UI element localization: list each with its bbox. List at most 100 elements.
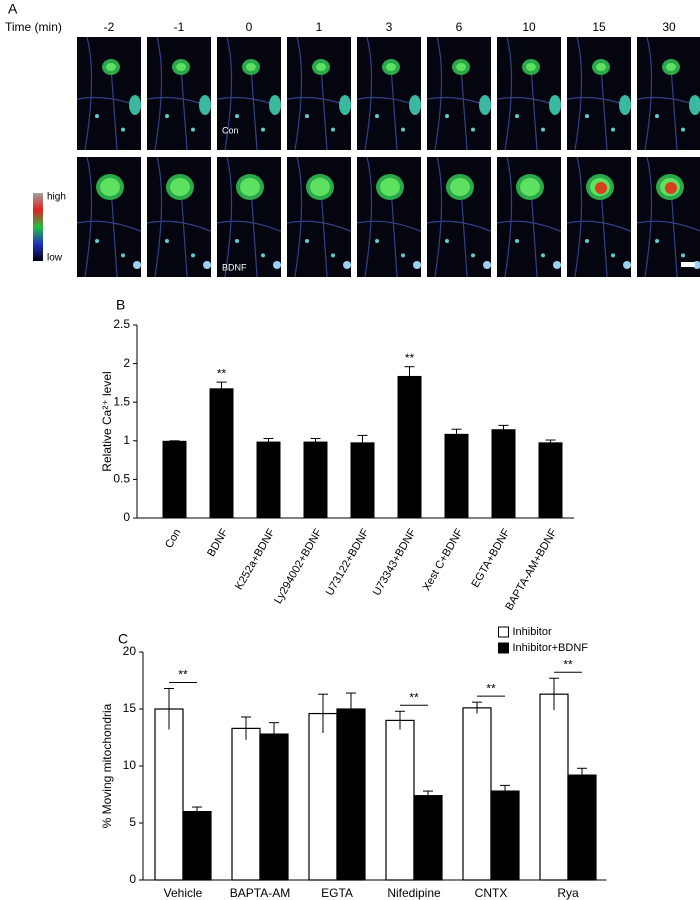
y-tick-label: 1.5: [113, 394, 130, 408]
soma-core: [100, 178, 120, 196]
bar: [154, 708, 184, 881]
spot: [623, 261, 631, 269]
soma-core: [666, 63, 676, 71]
bar: [539, 693, 569, 881]
soma-core: [386, 63, 396, 71]
soma-core: [316, 63, 326, 71]
x-tick-label: U73343+BDNF: [371, 527, 419, 598]
panel-label: A: [8, 1, 18, 17]
x-tick-label: CNTX: [475, 886, 508, 900]
spot: [375, 114, 379, 119]
soma-hot: [665, 182, 677, 194]
soma-core: [170, 178, 190, 196]
soma: [479, 95, 491, 115]
significance: **: [178, 668, 188, 682]
bar: [256, 441, 281, 518]
x-tick-label: Ly294002+BDNF: [272, 527, 325, 606]
bar: [413, 795, 443, 881]
x-tick-label: BDNF: [205, 527, 231, 559]
image-tile: [287, 37, 351, 150]
bar: [491, 429, 516, 518]
soma-core: [106, 63, 116, 71]
significance: **: [405, 351, 415, 365]
spot: [611, 253, 615, 258]
scale-bar: [681, 262, 695, 267]
legend-swatch: [498, 626, 509, 638]
time-point: -2: [104, 20, 115, 34]
time-point: -1: [174, 20, 185, 34]
spot: [235, 239, 239, 243]
spot: [331, 127, 335, 132]
time-point: 10: [522, 20, 536, 34]
spot: [165, 239, 169, 243]
scale-low: low: [47, 253, 63, 264]
spot: [445, 114, 449, 119]
legend-label: Inhibitor: [513, 626, 552, 638]
soma: [269, 95, 281, 115]
image-tile: [357, 37, 421, 150]
soma-core: [176, 63, 186, 71]
color-scale: [33, 193, 43, 261]
bar: [462, 707, 492, 881]
y-tick-label: 2.5: [113, 317, 130, 331]
soma: [409, 95, 421, 115]
spot: [483, 261, 491, 269]
soma-core: [520, 178, 540, 196]
bar: [182, 810, 212, 881]
x-tick-label: K252a+BDNF: [233, 527, 278, 592]
bar: [308, 712, 338, 881]
spot: [203, 261, 211, 269]
spot: [305, 114, 309, 119]
soma-hot: [595, 182, 607, 194]
image-tile: [637, 37, 700, 150]
spot: [553, 261, 561, 269]
spot: [235, 114, 239, 119]
soma: [549, 95, 561, 115]
spot: [681, 127, 685, 132]
time-point: 15: [592, 20, 606, 34]
neurite: [216, 156, 282, 278]
spot: [165, 114, 169, 119]
image-tile: [497, 37, 561, 150]
y-tick-label: 0: [129, 872, 136, 886]
y-tick-label: 0.5: [113, 472, 130, 486]
soma-core: [246, 63, 256, 71]
spot: [401, 127, 405, 132]
significance: **: [217, 366, 227, 380]
image-tile: [77, 37, 141, 150]
neurite: [566, 156, 632, 278]
neurite: [496, 156, 562, 278]
spot: [191, 127, 195, 132]
bar: [350, 442, 375, 518]
soma-core: [380, 178, 400, 196]
bar: [490, 790, 520, 881]
soma-core: [596, 63, 606, 71]
y-tick-label: 15: [123, 701, 137, 715]
x-tick-label: U73122+BDNF: [324, 527, 372, 598]
time-point: 6: [456, 20, 463, 34]
y-tick-label: 1: [123, 433, 130, 447]
spot: [585, 239, 589, 243]
y-tick-label: 10: [123, 758, 137, 772]
x-tick-label: Nifedipine: [387, 886, 441, 900]
significance: **: [563, 657, 573, 671]
spot: [343, 261, 351, 269]
panel-label: B: [116, 297, 125, 313]
soma: [129, 95, 141, 115]
spot: [655, 239, 659, 243]
x-tick-label: Rya: [557, 886, 579, 900]
x-tick-label: Xest C+BDNF: [421, 527, 466, 593]
soma-core: [456, 63, 466, 71]
y-tick-label: 2: [123, 356, 130, 370]
spot: [655, 114, 659, 119]
spot: [585, 114, 589, 119]
significance: **: [486, 681, 496, 695]
scale-high: high: [47, 192, 66, 203]
spot: [471, 127, 475, 132]
time-point: 1: [316, 20, 323, 34]
spot: [515, 239, 519, 243]
spot: [191, 253, 195, 258]
spot: [541, 127, 545, 132]
time-point: 30: [662, 20, 676, 34]
soma-core: [310, 178, 330, 196]
